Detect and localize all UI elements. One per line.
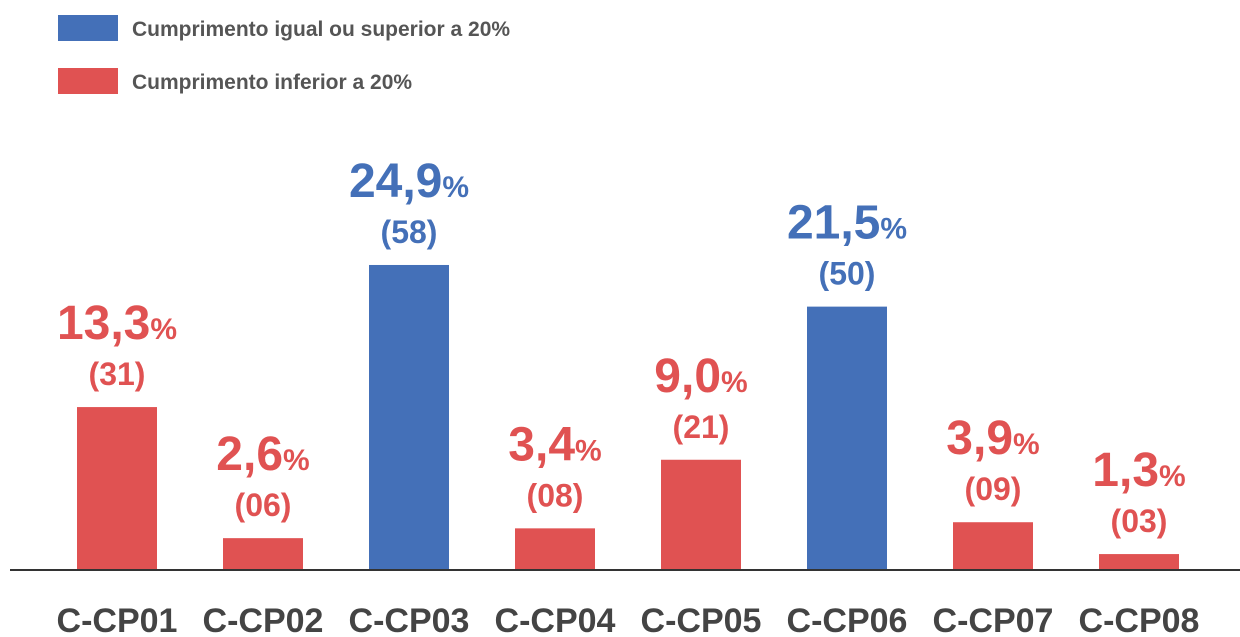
count-label: (21): [673, 409, 730, 445]
value-label-unit: %: [283, 444, 310, 477]
count-label: (31): [89, 356, 146, 392]
value-label: 3,4%: [508, 418, 601, 471]
value-label-number: 24,9: [349, 155, 442, 208]
x-tick-label: C-CP05: [641, 602, 762, 637]
value-label: 2,6%: [216, 428, 309, 481]
value-label-unit: %: [150, 313, 177, 346]
legend-swatch: [58, 15, 118, 41]
value-label-unit: %: [880, 213, 907, 246]
value-label-unit: %: [721, 366, 748, 399]
bar: [223, 538, 303, 570]
x-tick-label: C-CP08: [1079, 602, 1200, 637]
value-label-number: 1,3: [1092, 444, 1159, 497]
x-tick-label: C-CP02: [203, 602, 324, 637]
x-tick-label: C-CP03: [349, 602, 470, 637]
legend-swatch: [58, 68, 118, 94]
value-label-unit: %: [1013, 428, 1040, 461]
value-label-unit: %: [442, 171, 469, 204]
bar: [807, 306, 887, 570]
value-label: 9,0%: [654, 350, 747, 403]
value-label: 24,9%: [349, 155, 469, 208]
count-label: (09): [965, 471, 1022, 507]
value-label-number: 9,0: [654, 350, 721, 403]
x-tick-label: C-CP06: [787, 602, 908, 637]
value-label: 13,3%: [57, 297, 177, 350]
count-label: (58): [381, 214, 438, 250]
value-label: 1,3%: [1092, 444, 1185, 497]
bar: [1099, 554, 1179, 570]
value-label: 3,9%: [946, 412, 1039, 465]
value-label: 21,5%: [787, 197, 907, 250]
value-label-number: 3,4: [508, 418, 575, 471]
count-label: (08): [527, 477, 584, 513]
count-label: (03): [1111, 503, 1168, 539]
value-label-number: 3,9: [946, 412, 1013, 465]
value-label-number: 2,6: [216, 428, 283, 481]
bar: [515, 528, 595, 570]
bar: [77, 407, 157, 570]
count-label: (06): [235, 487, 292, 523]
count-label: (50): [819, 256, 876, 292]
bar: [953, 522, 1033, 570]
bar: [369, 264, 449, 570]
value-label-unit: %: [1159, 460, 1186, 493]
value-label-unit: %: [575, 434, 602, 467]
value-label-number: 21,5: [787, 197, 880, 250]
legend-label: Cumprimento igual ou superior a 20%: [132, 18, 510, 41]
x-tick-label: C-CP01: [57, 602, 178, 637]
x-tick-label: C-CP04: [495, 602, 616, 637]
bar: [661, 459, 741, 570]
legend-label: Cumprimento inferior a 20%: [132, 71, 412, 94]
x-tick-label: C-CP07: [933, 602, 1054, 637]
value-label-number: 13,3: [57, 297, 150, 350]
